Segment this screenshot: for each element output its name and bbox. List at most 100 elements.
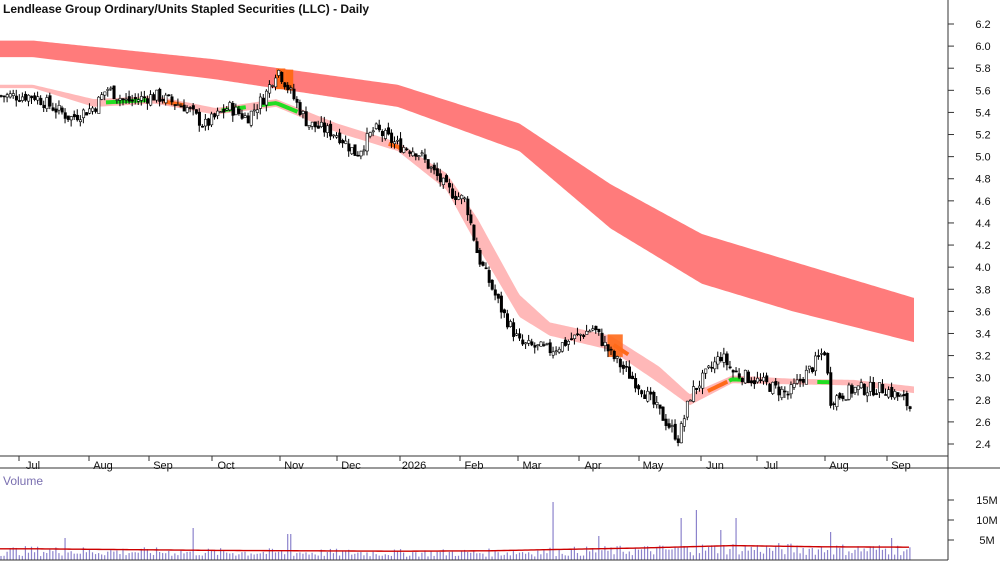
candle-body xyxy=(82,109,86,119)
candle-body xyxy=(27,94,31,102)
candle-body xyxy=(280,71,284,83)
candle-body xyxy=(774,381,778,386)
time-tick-label: Sep xyxy=(153,460,173,472)
candle-body xyxy=(469,214,473,224)
candle-body xyxy=(316,125,320,129)
time-tick-label: Dec xyxy=(341,460,361,472)
short-term-band-layer xyxy=(0,84,914,406)
candle-body xyxy=(841,395,845,400)
candle-body xyxy=(234,106,238,116)
candle-body xyxy=(185,107,189,113)
candle-body xyxy=(609,348,613,351)
candle-body xyxy=(14,95,18,101)
candle-body xyxy=(606,344,610,352)
candle-body xyxy=(283,82,287,88)
candle-body xyxy=(759,379,763,382)
candle-body xyxy=(399,138,403,153)
candle-body xyxy=(368,132,372,137)
candle-body xyxy=(362,149,366,152)
candle-body xyxy=(228,102,232,111)
candle-body xyxy=(713,361,717,370)
candle-body xyxy=(719,357,723,362)
time-tick-label: Sep xyxy=(891,460,911,472)
candle-body xyxy=(332,134,336,137)
candle-body xyxy=(133,97,137,100)
candle-body xyxy=(746,371,750,383)
candle-body xyxy=(588,330,592,333)
candle-body xyxy=(289,87,293,90)
long-term-average-band xyxy=(0,40,914,343)
candle-body xyxy=(182,104,186,112)
candle-body xyxy=(478,249,482,265)
candle-body xyxy=(753,380,757,385)
candle-body xyxy=(383,130,387,139)
candle-body xyxy=(402,147,406,153)
time-tick-label: Feb xyxy=(465,460,484,472)
candle-body xyxy=(624,366,628,368)
price-tick-label: 4.4 xyxy=(975,218,990,230)
candle-body xyxy=(704,368,708,374)
candle-body xyxy=(594,325,598,330)
price-tick-label: 6.0 xyxy=(975,41,990,53)
candle-body xyxy=(725,353,729,366)
candle-body xyxy=(817,355,821,357)
time-tick-label: Nov xyxy=(284,460,304,472)
candle-body xyxy=(329,123,333,137)
candle-body xyxy=(118,98,122,101)
candle-body xyxy=(509,321,513,327)
candle-body xyxy=(274,77,278,88)
candle-body xyxy=(380,130,384,137)
candle-body xyxy=(573,334,577,340)
candle-body xyxy=(91,107,95,112)
candle-body xyxy=(585,330,589,335)
candle-body xyxy=(536,344,540,346)
price-tick-label: 5.4 xyxy=(975,107,990,119)
price-tick-label: 3.8 xyxy=(975,284,990,296)
candle-body xyxy=(768,383,772,392)
candle-body xyxy=(722,353,726,363)
candle-body xyxy=(307,125,311,128)
candle-body xyxy=(69,116,73,121)
candle-body xyxy=(338,132,342,144)
candle-body xyxy=(682,418,686,427)
candle-body xyxy=(438,173,442,183)
candlestick-series xyxy=(0,69,912,447)
candle-body xyxy=(414,153,418,157)
candle-body xyxy=(97,96,101,114)
candle-body xyxy=(146,98,150,104)
candle-body xyxy=(499,295,503,313)
candle-body xyxy=(823,352,827,356)
time-tick-label: Oct xyxy=(217,460,234,472)
candle-body xyxy=(676,438,680,443)
candle-body xyxy=(136,99,140,102)
candle-body xyxy=(807,365,811,370)
candle-body xyxy=(667,423,671,428)
candle-body xyxy=(493,289,497,296)
candle-body xyxy=(30,95,34,99)
volume-tick-label: 5M xyxy=(979,535,994,547)
candle-body xyxy=(341,140,345,144)
candle-body xyxy=(826,352,830,374)
candle-body xyxy=(301,111,305,114)
candle-body xyxy=(810,367,814,372)
candle-body xyxy=(201,125,205,128)
candle-body xyxy=(798,378,802,382)
candle-body xyxy=(390,132,394,143)
candle-body xyxy=(820,353,824,355)
candle-body xyxy=(396,139,400,142)
candle-body xyxy=(393,141,397,145)
candle-body xyxy=(21,96,25,101)
candle-body xyxy=(673,423,677,440)
candle-body xyxy=(631,375,635,380)
candle-body xyxy=(762,376,766,382)
candle-body xyxy=(109,87,113,90)
candle-body xyxy=(444,175,448,183)
candle-body xyxy=(896,392,900,397)
candle-body xyxy=(670,425,674,427)
candle-body xyxy=(566,340,570,345)
candle-body xyxy=(804,369,808,385)
candle-body xyxy=(859,382,863,389)
candle-body xyxy=(5,94,9,98)
candle-body xyxy=(518,333,522,339)
candle-body xyxy=(359,150,363,157)
